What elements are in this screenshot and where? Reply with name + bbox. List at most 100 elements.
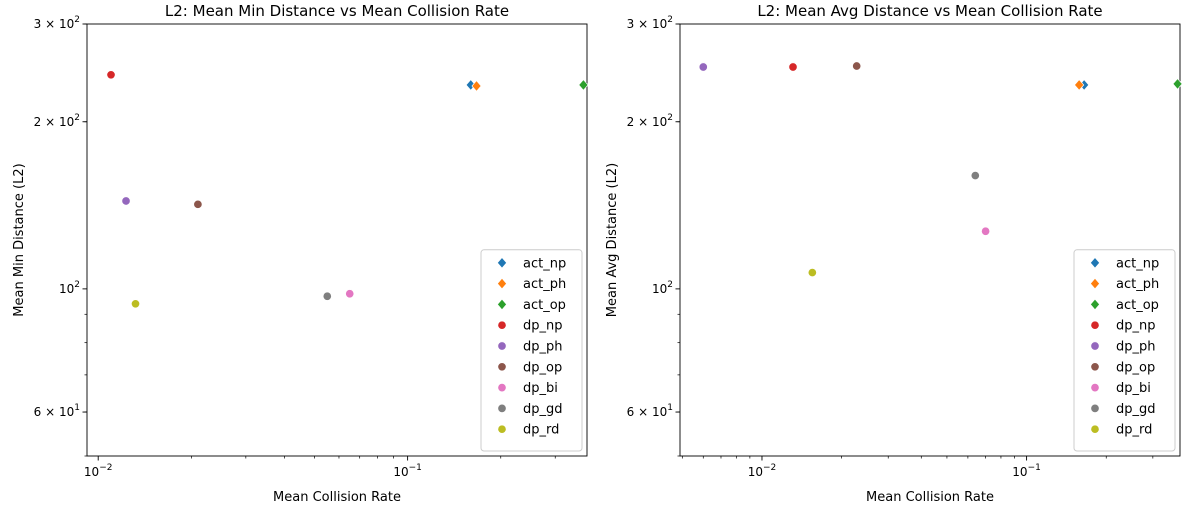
data-point-dp_op (193, 199, 203, 209)
y-tick-times: × (634, 115, 652, 129)
legend-label-dp_np: dp_np (1116, 319, 1156, 334)
data-point-act_ph (1074, 79, 1085, 91)
y-tick-times: × (41, 115, 59, 129)
data-point-dp_rd (130, 299, 141, 309)
data-point-dp_bi (345, 289, 355, 299)
legend-label-act_np: act_np (523, 256, 566, 271)
y-tick-exponent: 2 (74, 15, 80, 25)
legend-marker-dp_gd (497, 403, 507, 413)
legend-label-dp_bi: dp_bi (1116, 381, 1151, 396)
data-point-act_op (1172, 78, 1183, 90)
legend-label-dp_rd: dp_rd (1116, 423, 1152, 438)
legend-marker-dp_op (497, 362, 507, 372)
legend-marker-dp_bi (497, 383, 507, 393)
legend-label-act_ph: act_ph (523, 277, 566, 292)
y-tick-mantissa: 3 (34, 17, 42, 31)
y-tick-base: 10 (652, 282, 667, 296)
y-tick-label: 6 × 101 (34, 403, 80, 419)
y-axis-label: Mean Min Distance (L2) (12, 163, 27, 316)
x-tick-base: 10 (748, 465, 763, 479)
y-tick-mantissa: 3 (627, 17, 635, 31)
legend-label-act_op: act_op (1116, 298, 1159, 313)
data-point-dp_op (852, 61, 862, 71)
axes-frame (679, 23, 1181, 457)
y-tick-exponent: 2 (667, 113, 673, 123)
y-tick-base: 10 (59, 115, 74, 129)
x-tick-label: 10−1 (1012, 463, 1041, 479)
y-tick-times: × (634, 405, 652, 419)
legend-label-dp_ph: dp_ph (523, 340, 563, 355)
legend-label-dp_ph: dp_ph (1116, 340, 1156, 355)
legend-marker-dp_ph (1090, 341, 1100, 351)
legend-label-dp_gd: dp_gd (1116, 402, 1156, 417)
legend-label-act_np: act_np (1116, 256, 1159, 271)
legend-marker-act_np (1089, 256, 1101, 269)
y-tick-label: 102 (652, 280, 673, 296)
data-point-dp_gd (322, 291, 332, 301)
y-tick-mantissa: 6 (627, 405, 635, 419)
y-tick-mantissa: 2 (627, 115, 635, 129)
legend-marker-dp_rd (1090, 424, 1100, 434)
x-tick-exponent: −2 (763, 463, 776, 473)
legend-marker-dp_gd (1090, 403, 1100, 413)
chart-panel-1: L2: Mean Min Distance vs Mean Collision … (12, 2, 589, 505)
x-tick-exponent: −2 (99, 463, 112, 473)
data-point-dp_np (106, 70, 116, 80)
x-tick-exponent: −1 (409, 463, 422, 473)
data-point-act_ph (471, 80, 482, 92)
y-tick-base: 10 (59, 282, 74, 296)
x-axis-label: Mean Collision Rate (866, 490, 994, 505)
legend-marker-dp_rd (497, 424, 507, 434)
data-point-dp_ph (698, 62, 708, 72)
legend-marker-dp_np (1090, 320, 1100, 330)
x-tick-label: 10−1 (393, 463, 422, 479)
legend: act_np act_ph act_op dp_np dp_ph dp_op dp_bidp… (480, 249, 583, 452)
y-tick-mantissa: 2 (34, 115, 42, 129)
y-tick-exponent: 1 (74, 403, 80, 413)
y-tick-base: 10 (59, 405, 74, 419)
legend-marker-act_op (1089, 298, 1101, 311)
y-tick-label: 2 × 102 (34, 113, 80, 129)
legend-marker-dp_bi (1090, 383, 1100, 393)
data-point-dp_np (788, 62, 798, 72)
y-tick-label: 6 × 101 (627, 403, 673, 419)
legend-marker-dp_op (1090, 362, 1100, 372)
y-tick-label: 3 × 102 (627, 15, 673, 31)
data-point-dp_ph (121, 196, 131, 206)
x-tick-label: 10−2 (84, 463, 113, 479)
data-point-dp_gd (970, 171, 980, 181)
y-tick-mantissa: 6 (34, 405, 42, 419)
axes-frame (86, 23, 588, 457)
legend-marker-dp_np (497, 320, 507, 330)
y-axis-label: Mean Avg Distance (L2) (605, 163, 620, 317)
legend-label-dp_np: dp_np (523, 319, 563, 334)
chart-title: L2: Mean Avg Distance vs Mean Collision … (757, 2, 1102, 20)
legend-label-dp_bi: dp_bi (523, 381, 558, 396)
legend-label-dp_gd: dp_gd (523, 402, 563, 417)
legend-box (1073, 249, 1176, 452)
y-tick-label: 102 (59, 280, 80, 296)
y-tick-exponent: 2 (74, 113, 80, 123)
legend-label-act_ph: act_ph (1116, 277, 1159, 292)
x-axis-label: Mean Collision Rate (273, 490, 401, 505)
x-tick-exponent: −1 (1028, 463, 1041, 473)
chart-title: L2: Mean Min Distance vs Mean Collision … (165, 2, 509, 20)
chart-panel-2: L2: Mean Avg Distance vs Mean Collision … (605, 2, 1183, 505)
y-tick-label: 2 × 102 (627, 113, 673, 129)
y-tick-times: × (41, 17, 59, 31)
x-tick-base: 10 (1012, 465, 1027, 479)
y-tick-label: 3 × 102 (34, 15, 80, 31)
legend: act_np act_ph act_op dp_np dp_ph dp_op dp_bidp… (1073, 249, 1176, 452)
data-point-dp_rd (807, 268, 817, 278)
y-tick-base: 10 (652, 405, 667, 419)
y-tick-exponent: 2 (667, 15, 673, 25)
legend-box (480, 249, 583, 452)
legend-marker-act_op (496, 298, 508, 311)
legend-marker-act_ph (1089, 277, 1101, 290)
data-point-dp_bi (981, 226, 991, 236)
x-tick-base: 10 (393, 465, 408, 479)
y-tick-exponent: 2 (74, 280, 80, 290)
y-tick-times: × (634, 17, 652, 31)
x-tick-label: 10−2 (748, 463, 777, 479)
